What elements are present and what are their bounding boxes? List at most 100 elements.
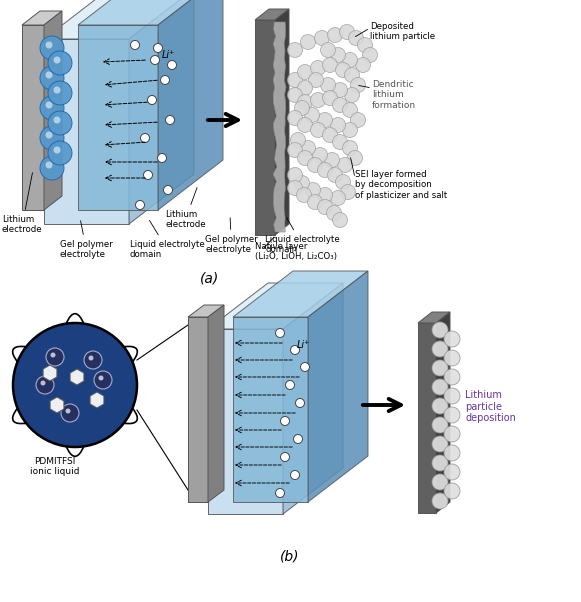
Circle shape: [332, 82, 347, 98]
Polygon shape: [283, 283, 343, 514]
Circle shape: [432, 322, 448, 338]
Circle shape: [307, 194, 322, 209]
Circle shape: [290, 346, 299, 355]
Polygon shape: [50, 397, 64, 413]
Circle shape: [317, 187, 332, 202]
Circle shape: [288, 181, 303, 196]
Polygon shape: [22, 25, 44, 210]
Text: Gel polymer
electrolyte: Gel polymer electrolyte: [205, 218, 258, 255]
Circle shape: [40, 126, 64, 150]
Circle shape: [350, 78, 365, 93]
Circle shape: [296, 399, 304, 408]
Text: Gel polymer
electrolyte: Gel polymer electrolyte: [60, 221, 113, 259]
Circle shape: [313, 147, 328, 163]
Polygon shape: [275, 9, 289, 235]
Circle shape: [160, 75, 170, 84]
Circle shape: [321, 78, 335, 93]
Text: Lithium
electrode: Lithium electrode: [165, 188, 206, 229]
Circle shape: [290, 471, 299, 480]
Circle shape: [45, 131, 52, 138]
Polygon shape: [233, 271, 368, 317]
Circle shape: [45, 42, 52, 49]
Circle shape: [148, 96, 156, 105]
Text: Liquid electrolyte
domain: Liquid electrolyte domain: [265, 217, 340, 255]
Text: (a): (a): [200, 272, 220, 286]
Circle shape: [307, 158, 322, 173]
Circle shape: [317, 163, 332, 178]
Circle shape: [444, 350, 460, 366]
Polygon shape: [44, 0, 194, 39]
Circle shape: [295, 101, 310, 116]
Text: PDMITFSI
ionic liquid: PDMITFSI ionic liquid: [30, 457, 80, 476]
Text: Deposited
lithium particle: Deposited lithium particle: [370, 22, 435, 42]
Circle shape: [288, 87, 303, 102]
Circle shape: [340, 184, 356, 199]
Circle shape: [338, 158, 353, 173]
Circle shape: [335, 63, 350, 78]
Circle shape: [328, 167, 343, 182]
Circle shape: [444, 388, 460, 404]
Polygon shape: [188, 317, 208, 502]
Circle shape: [444, 331, 460, 347]
Circle shape: [331, 48, 346, 63]
Circle shape: [322, 128, 338, 143]
Circle shape: [53, 146, 60, 154]
Circle shape: [317, 199, 332, 214]
Circle shape: [153, 43, 163, 52]
Circle shape: [281, 417, 289, 426]
Circle shape: [331, 190, 346, 205]
Circle shape: [332, 134, 347, 149]
Circle shape: [281, 453, 289, 462]
Circle shape: [275, 329, 285, 338]
Circle shape: [275, 488, 285, 497]
Circle shape: [144, 170, 152, 179]
Circle shape: [48, 111, 72, 135]
Circle shape: [310, 93, 325, 108]
Circle shape: [297, 150, 313, 166]
Circle shape: [345, 67, 360, 82]
Circle shape: [141, 134, 149, 143]
Polygon shape: [273, 22, 286, 232]
Circle shape: [296, 187, 311, 202]
Polygon shape: [70, 369, 84, 385]
Text: Li⁺: Li⁺: [297, 340, 310, 350]
Circle shape: [432, 379, 448, 395]
Circle shape: [322, 58, 338, 72]
Circle shape: [297, 117, 313, 132]
Circle shape: [293, 435, 303, 444]
Circle shape: [335, 175, 350, 190]
Circle shape: [356, 58, 371, 72]
Polygon shape: [208, 283, 343, 329]
Circle shape: [444, 464, 460, 480]
Circle shape: [310, 122, 325, 137]
Circle shape: [13, 323, 137, 447]
Polygon shape: [308, 271, 368, 502]
Circle shape: [41, 380, 45, 385]
Circle shape: [53, 57, 60, 63]
Polygon shape: [44, 11, 62, 210]
Circle shape: [297, 64, 313, 79]
Polygon shape: [90, 392, 104, 408]
Circle shape: [350, 113, 365, 128]
Text: (b): (b): [280, 550, 300, 564]
Text: Li⁺: Li⁺: [162, 50, 175, 60]
Circle shape: [444, 369, 460, 385]
Circle shape: [295, 176, 310, 190]
Circle shape: [345, 87, 360, 102]
Circle shape: [357, 37, 372, 52]
Polygon shape: [255, 20, 275, 235]
Circle shape: [432, 398, 448, 414]
Circle shape: [163, 185, 173, 194]
Circle shape: [306, 182, 321, 197]
Text: Native layer
(Li₂O, LiOH, Li₂CO₃): Native layer (Li₂O, LiOH, Li₂CO₃): [255, 242, 337, 261]
Circle shape: [288, 143, 303, 158]
Circle shape: [288, 111, 303, 125]
Text: Dendritic
lithium
formation: Dendritic lithium formation: [372, 80, 416, 110]
Circle shape: [432, 341, 448, 357]
Circle shape: [40, 66, 64, 90]
Polygon shape: [436, 312, 450, 513]
Circle shape: [327, 205, 342, 220]
Circle shape: [347, 150, 363, 166]
Polygon shape: [22, 11, 62, 25]
Circle shape: [300, 362, 310, 371]
